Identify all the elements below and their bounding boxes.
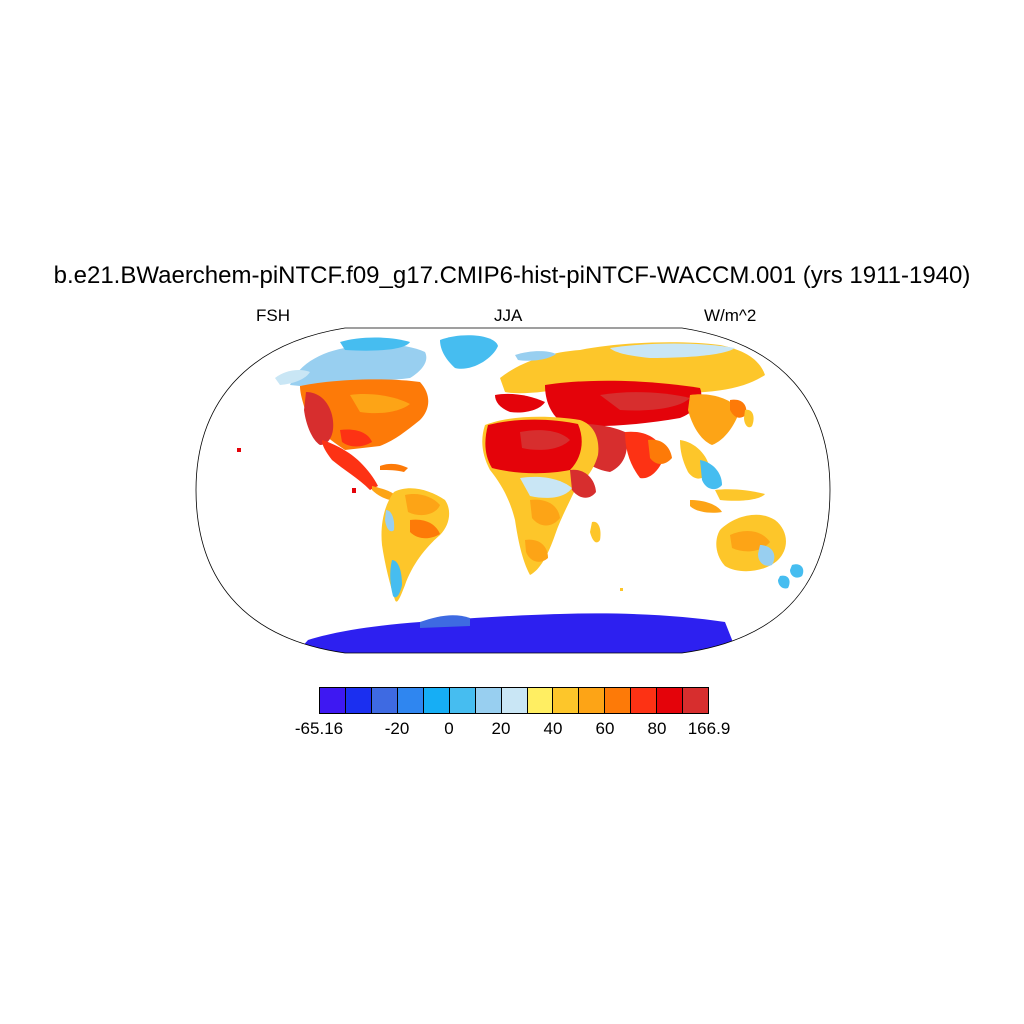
colorbar-cell xyxy=(397,688,424,713)
season-label: JJA xyxy=(494,306,523,325)
colorbar-cell xyxy=(553,688,580,713)
units-label: W/m^2 xyxy=(704,306,757,325)
colorbar-cell xyxy=(345,688,372,713)
colorbar-tick-label: 40 xyxy=(543,719,563,738)
colorbar-cell xyxy=(657,688,684,713)
colorbar-cell xyxy=(371,688,398,713)
colorbar-tick-label: 166.9 xyxy=(687,719,731,738)
colorbar-cell xyxy=(320,688,346,713)
colorbar-cell xyxy=(501,688,528,713)
north-america-west xyxy=(304,392,334,445)
plot-title: b.e21.BWaerchem-piNTCF.f09_g17.CMIP6-his… xyxy=(53,262,971,289)
map-outline xyxy=(195,327,831,654)
greenland xyxy=(440,335,498,369)
colorbar-tick-label: 0 xyxy=(444,719,454,738)
colorbar-cell xyxy=(423,688,450,713)
colorbar-cell xyxy=(579,688,606,713)
colorbar-cell xyxy=(631,688,658,713)
colorbar-tick-label: -20 xyxy=(384,719,410,738)
colorbar-cell xyxy=(605,688,632,713)
colorbar-cell xyxy=(475,688,502,713)
variable-label: FSH xyxy=(256,306,290,325)
colorbar-tick-label: 20 xyxy=(491,719,511,738)
colorbar-cell xyxy=(683,688,709,713)
colorbar xyxy=(319,687,709,714)
antarctica xyxy=(290,613,740,653)
land-fields xyxy=(237,335,804,653)
colorbar-cell xyxy=(449,688,476,713)
colorbar-tick-label: -65.16 xyxy=(294,719,344,738)
colorbar-cell xyxy=(527,688,554,713)
colorbar-tick-label: 60 xyxy=(595,719,615,738)
colorbar-tick-label: 80 xyxy=(647,719,667,738)
